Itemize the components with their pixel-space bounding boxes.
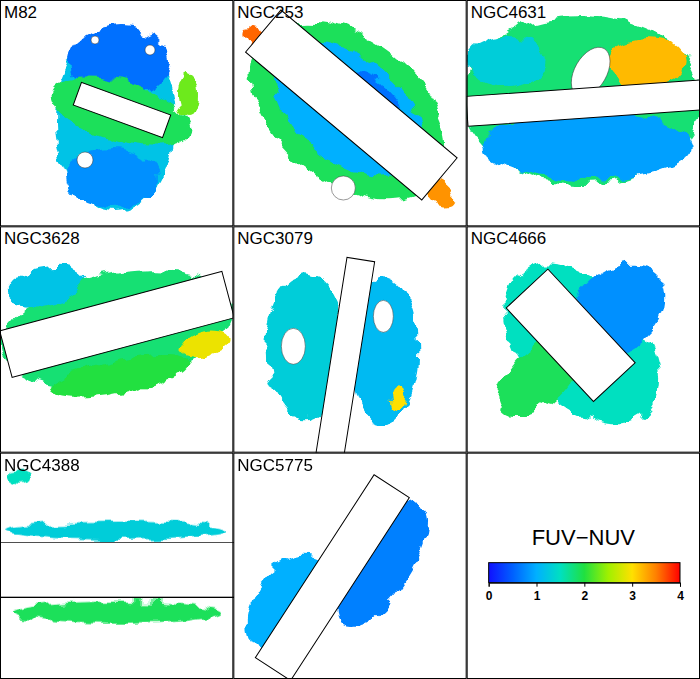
map-area	[42, 27, 198, 212]
panel-border	[234, 453, 466, 678]
disk-mask	[0, 542, 233, 597]
axis-line	[489, 583, 680, 587]
panel-title: NGC3628	[4, 229, 80, 248]
region	[467, 37, 547, 87]
figure: M82 NGC253 NGC4631 NGC3628 NGC3079 NGC4666 NGC…	[0, 0, 700, 679]
region	[233, 0, 466, 226]
tick: 3	[629, 583, 636, 604]
region	[605, 37, 685, 87]
disk-mask	[246, 10, 458, 200]
region	[390, 382, 406, 410]
tick-label: 2	[581, 589, 588, 603]
panel-border	[1, 227, 233, 452]
panel-title: NGC5775	[237, 456, 313, 475]
tick-mark	[537, 583, 538, 587]
colorbar-label: FUV−NUV	[532, 525, 636, 550]
masked-source	[373, 300, 393, 332]
panel-title: NGC4631	[471, 3, 547, 22]
region	[474, 235, 688, 452]
map-area	[467, 15, 700, 185]
tick: 2	[581, 583, 588, 604]
panel-border	[467, 227, 699, 452]
tick: 0	[486, 583, 493, 604]
panel: M82	[4, 3, 198, 212]
region	[178, 327, 232, 361]
map-area	[474, 235, 688, 452]
map-area	[0, 472, 233, 624]
panel-border	[467, 453, 699, 678]
panel-border	[1, 1, 233, 226]
map-area	[0, 250, 233, 407]
masked-source	[77, 152, 93, 168]
masked-source	[331, 176, 355, 200]
color-map	[474, 235, 688, 452]
region	[5, 522, 229, 540]
tick-mark	[489, 583, 490, 587]
panel: NGC4666	[471, 229, 689, 453]
disk-mask	[316, 257, 375, 452]
disk-mask	[255, 475, 409, 679]
panel: NGC5775	[229, 456, 446, 679]
panel-borders	[1, 1, 700, 679]
panel: NGC3079	[237, 229, 418, 457]
masked-source	[145, 45, 155, 55]
panel-title: NGC4666	[471, 229, 547, 248]
tick-label: 4	[677, 589, 684, 603]
panel-title: NGC4388	[4, 456, 80, 475]
panel-border	[467, 1, 699, 226]
tick-mark	[584, 583, 585, 587]
region	[178, 73, 198, 117]
color-map	[42, 27, 198, 212]
disk-mask	[73, 82, 170, 137]
tick: 4	[677, 583, 684, 604]
map-area	[265, 257, 418, 452]
region	[0, 250, 233, 407]
disk-mask	[467, 80, 700, 127]
color-map	[0, 250, 233, 407]
tick-mark	[632, 583, 633, 587]
tick-mark	[680, 583, 681, 587]
region	[12, 602, 222, 624]
map-area	[233, 0, 466, 226]
tick-label: 0	[486, 589, 493, 603]
panel-border	[234, 1, 466, 226]
masked-source	[91, 36, 99, 44]
masked-source	[281, 328, 305, 364]
region	[66, 148, 158, 208]
panel-title: NGC3079	[237, 229, 313, 248]
panel: NGC253	[216, 0, 481, 236]
color-map	[233, 0, 466, 226]
region	[42, 62, 197, 161]
tick-label: 3	[629, 589, 636, 603]
colorbar	[489, 563, 680, 583]
map-area	[233, 475, 446, 679]
panel-title: M82	[4, 3, 37, 22]
panel: NGC4631	[462, 3, 700, 185]
panel: NGC3628	[0, 229, 244, 406]
panel-title: NGC253	[237, 3, 303, 22]
colorbar-axis: 0 1 2 3 4	[486, 583, 684, 604]
disk-mask	[0, 271, 233, 377]
panel-border	[1, 453, 233, 678]
colorbar-panel: FUV−NUV 0 1 2 3 4	[486, 525, 684, 604]
panel: NGC4388	[0, 456, 237, 624]
region	[2, 260, 88, 312]
disk-mask	[506, 269, 635, 401]
panel-border	[234, 227, 466, 452]
tick-label: 1	[534, 589, 541, 603]
tick: 1	[534, 583, 541, 604]
